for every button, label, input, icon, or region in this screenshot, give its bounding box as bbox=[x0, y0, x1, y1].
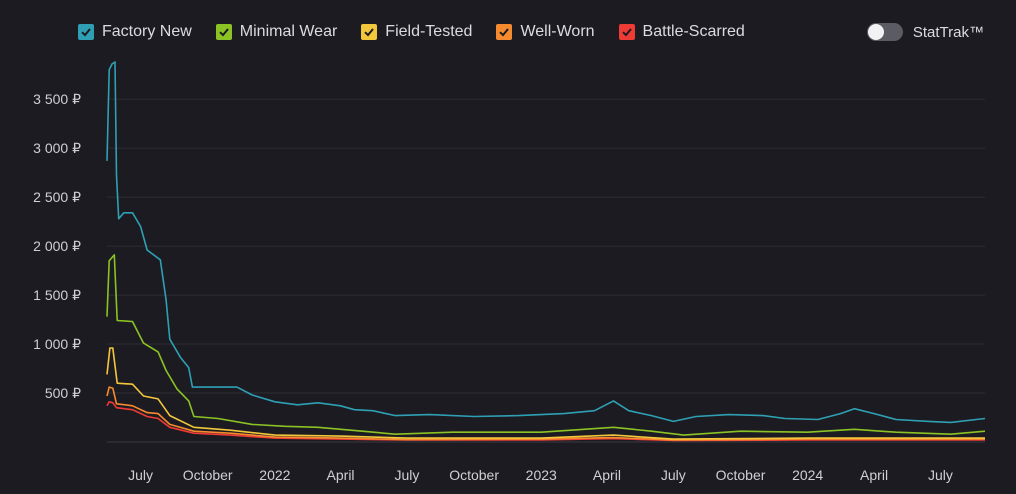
toggle-knob bbox=[867, 24, 884, 40]
series-lines bbox=[106, 61, 986, 442]
series-line-factory-new bbox=[106, 61, 986, 424]
y-tick-label: 2 500 ₽ bbox=[33, 189, 81, 205]
stattrak-toggle[interactable] bbox=[866, 23, 903, 41]
x-tick-label: April bbox=[593, 467, 621, 483]
x-tick-label: October bbox=[716, 467, 766, 483]
y-tick-label: 3 000 ₽ bbox=[33, 140, 81, 156]
chart-legend: Factory New Minimal Wear Field-Tested We… bbox=[78, 23, 769, 41]
legend-checkbox-well-worn[interactable] bbox=[496, 24, 513, 40]
x-tick-label: April bbox=[327, 467, 355, 483]
y-tick-label: 3 500 ₽ bbox=[33, 91, 81, 107]
legend-label-minimal-wear: Minimal Wear bbox=[239, 23, 338, 40]
y-tick-label: 500 ₽ bbox=[45, 385, 81, 401]
legend-checkbox-factory-new[interactable] bbox=[78, 24, 94, 40]
check-icon bbox=[219, 28, 229, 37]
check-icon bbox=[499, 28, 510, 37]
check-icon bbox=[364, 28, 375, 37]
series-line-battle-scarred bbox=[106, 401, 985, 442]
check-icon bbox=[621, 28, 632, 37]
x-tick-label: 2022 bbox=[259, 467, 290, 483]
x-tick-label: July bbox=[928, 467, 953, 483]
x-tick-label: 2023 bbox=[526, 467, 557, 483]
series-line-field-tested bbox=[106, 347, 985, 440]
x-axis: July October 2022 April July October 2023 April… bbox=[128, 467, 953, 483]
legend-item-field-tested[interactable]: Field-Tested bbox=[361, 23, 472, 41]
x-tick-label: October bbox=[449, 467, 499, 483]
legend-label-well-worn: Well-Worn bbox=[520, 23, 595, 40]
x-tick-label: July bbox=[128, 467, 153, 483]
x-tick-label: 2024 bbox=[792, 467, 823, 483]
stattrak-label: StatTrak™ bbox=[912, 23, 984, 41]
x-tick-label: July bbox=[661, 467, 686, 483]
x-tick-label: April bbox=[860, 467, 888, 483]
legend-label-battle-scarred: Battle-Scarred bbox=[642, 23, 745, 40]
legend-item-well-worn[interactable]: Well-Worn bbox=[496, 23, 595, 41]
legend-checkbox-battle-scarred[interactable] bbox=[618, 24, 635, 40]
legend-checkbox-field-tested[interactable] bbox=[361, 24, 378, 40]
series-line-well-worn bbox=[106, 386, 985, 441]
series-line-minimal-wear bbox=[106, 254, 986, 436]
y-axis: 500 ₽ 1 000 ₽ 1 500 ₽ 2 000 ₽ 2 500 ₽ 3 000 ₽… bbox=[33, 91, 81, 401]
grid-lines bbox=[107, 98, 985, 443]
legend-label-field-tested: Field-Tested bbox=[385, 23, 473, 40]
legend-label-factory-new: Factory New bbox=[102, 23, 192, 40]
legend-item-minimal-wear[interactable]: Minimal Wear bbox=[215, 23, 338, 41]
x-tick-label: October bbox=[183, 467, 233, 483]
legend-item-battle-scarred[interactable]: Battle-Scarred bbox=[618, 23, 745, 41]
y-tick-label: 1 000 ₽ bbox=[33, 336, 81, 352]
y-tick-label: 2 000 ₽ bbox=[33, 238, 81, 254]
y-tick-label: 1 500 ₽ bbox=[33, 287, 81, 303]
legend-item-factory-new[interactable]: Factory New bbox=[78, 23, 192, 41]
check-icon bbox=[81, 28, 91, 37]
stattrak-toggle-group: StatTrak™ bbox=[866, 23, 984, 41]
x-tick-label: July bbox=[395, 467, 420, 483]
legend-checkbox-minimal-wear[interactable] bbox=[215, 24, 232, 40]
